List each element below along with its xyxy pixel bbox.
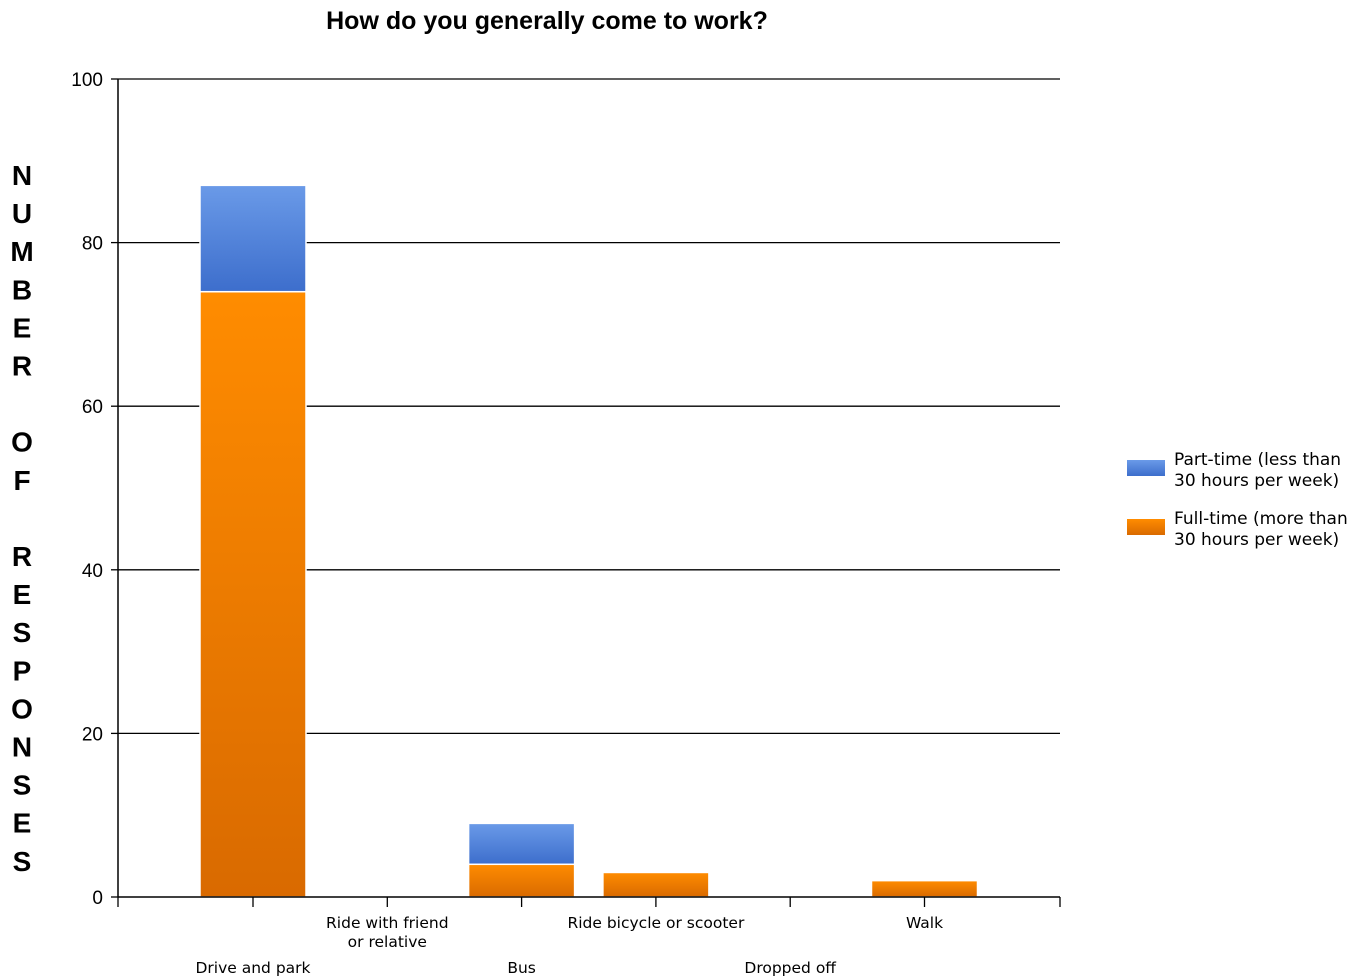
bar-series0-cat0 — [199, 290, 307, 898]
x-tick-label-4: Dropped off — [744, 959, 836, 977]
chart-title: How do you generally come to work? — [326, 7, 768, 35]
axes — [117, 79, 1060, 898]
x-tick-label-2: Bus — [507, 959, 536, 977]
x-axis-ticks: Drive and park Ride with friend or relativ… — [117, 897, 1061, 977]
x-tick-label-5: Walk — [906, 914, 943, 932]
legend-swatch-0 — [1127, 519, 1165, 535]
bar-series0-cat3 — [602, 871, 710, 898]
y-tick-label-0: 0 — [92, 888, 103, 909]
y-tick-label-20: 20 — [82, 724, 103, 745]
legend-label-0: Full-time (more than 30 hours per week) — [1174, 509, 1348, 550]
bar-series1-cat0 — [199, 184, 307, 293]
bar-series0-cat5 — [870, 879, 979, 898]
y-tick-label-40: 40 — [82, 561, 103, 582]
x-tick-label-3: Ride bicycle or scooter — [567, 914, 744, 932]
legend-swatch-1 — [1127, 460, 1165, 476]
y-tick-label-100: 100 — [71, 70, 103, 91]
x-tick-label-0: Drive and park — [195, 959, 310, 977]
legend-label-1: Part-time (less than 30 hours per week) — [1174, 450, 1341, 491]
y-tick-label-80: 80 — [82, 234, 103, 255]
bar-series0-cat2 — [467, 863, 576, 898]
y-tick-label-60: 60 — [82, 397, 103, 418]
bar-series1-cat2 — [467, 822, 576, 866]
legend: Part-time (less than 30 hours per week) Fu… — [1127, 450, 1348, 550]
y-axis-ticks: 0 20 40 60 80 100 — [71, 70, 118, 909]
bars — [199, 184, 979, 898]
x-tick-label-1: Ride with friend or relative — [326, 914, 449, 951]
